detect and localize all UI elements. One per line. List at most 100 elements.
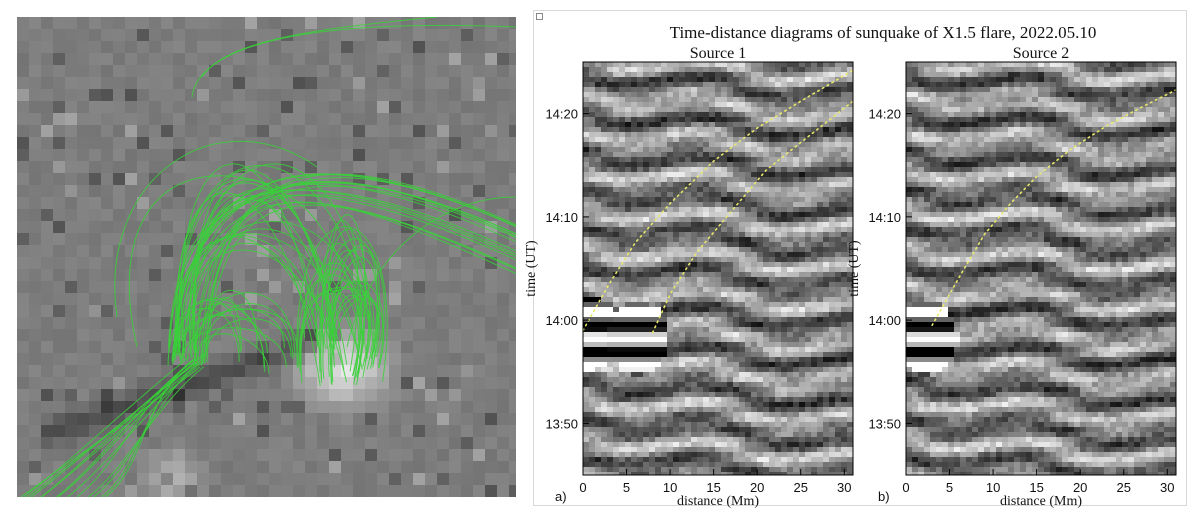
heatmap-cell: [595, 142, 601, 147]
magnetogram-pixel: [497, 113, 509, 125]
heatmap-cell: [793, 312, 799, 317]
heatmap-cell: [829, 342, 835, 347]
magnetogram-pixel: [509, 209, 516, 221]
heatmap-cell: [721, 147, 727, 152]
heatmap-cell: [667, 397, 673, 402]
heatmap-cell: [835, 147, 841, 152]
heatmap-cell: [655, 112, 661, 117]
heatmap-cell: [637, 87, 643, 92]
heatmap-cell: [733, 207, 739, 212]
heatmap-cell: [739, 202, 745, 207]
heatmap-cell: [661, 372, 667, 377]
heatmap-cell: [805, 282, 811, 287]
magnetogram-pixel: [209, 485, 221, 497]
magnetogram-pixel: [89, 269, 101, 281]
magnetogram-pixel: [293, 101, 305, 113]
magnetogram-pixel: [293, 65, 305, 77]
magnetogram-pixel: [137, 353, 149, 365]
heatmap-cell: [829, 312, 835, 317]
heatmap-cell: [625, 207, 631, 212]
heatmap-cell: [829, 232, 835, 237]
heatmap-cell: [655, 267, 661, 272]
heatmap-cell: [703, 237, 709, 242]
heatmap-cell: [769, 152, 775, 157]
heatmap-cell: [805, 287, 811, 292]
magnetogram-pixel: [17, 365, 29, 377]
magnetogram-pixel: [257, 281, 269, 293]
heatmap-cell: [607, 387, 613, 392]
heatmap-cell: [763, 407, 769, 412]
heatmap-cell: [751, 147, 757, 152]
heatmap-cell: [637, 332, 643, 337]
field-line: [57, 352, 207, 497]
heatmap-cell: [805, 317, 811, 322]
magnetogram-pixel: [377, 305, 389, 317]
magnetogram-pixel: [89, 329, 101, 341]
heatmap-cell: [763, 312, 769, 317]
magnetogram-pixel: [449, 353, 461, 365]
heatmap-cell: [655, 402, 661, 407]
heatmap-cell: [667, 212, 673, 217]
magnetogram-pixel: [257, 89, 269, 101]
heatmap-cell: [787, 212, 793, 217]
heatmap-cell: [637, 377, 643, 382]
magnetogram-pixel: [17, 293, 29, 305]
magnetogram-pixel: [125, 281, 137, 293]
heatmap-cell: [751, 337, 757, 342]
heatmap-cell: [763, 342, 769, 347]
heatmap-cell: [733, 167, 739, 172]
heatmap-cell: [637, 257, 643, 262]
heatmap-cell: [691, 82, 697, 87]
heatmap-cell: [589, 287, 595, 292]
heatmap-cell: [673, 172, 679, 177]
magnetogram-pixel: [137, 245, 149, 257]
magnetogram-pixel: [473, 449, 485, 461]
heatmap-cell: [823, 287, 829, 292]
heatmap-cell: [637, 252, 643, 257]
heatmap-cell: [643, 277, 649, 282]
magnetogram-pixel: [257, 377, 269, 389]
magnetogram-pixel: [17, 305, 29, 317]
heatmap-cell: [685, 212, 691, 217]
heatmap-cell: [595, 122, 601, 127]
heatmap-cell: [745, 112, 751, 117]
magnetogram-pixel: [485, 101, 497, 113]
magnetogram-pixel: [497, 77, 509, 89]
heatmap-cell: [841, 167, 847, 172]
heatmap-cell: [769, 187, 775, 192]
heatmap-cell: [613, 292, 619, 297]
magnetogram-pixel: [461, 317, 473, 329]
heatmap-cell: [721, 372, 727, 377]
heatmap-cell: [613, 197, 619, 202]
heatmap-cell: [673, 287, 679, 292]
heatmap-cell: [721, 232, 727, 237]
heatmap-cell: [727, 67, 733, 72]
magnetogram-pixel: [353, 161, 365, 173]
heatmap-cell: [685, 187, 691, 192]
magnetogram-pixel: [377, 413, 389, 425]
magnetogram-pixel: [161, 461, 173, 473]
heatmap-cell: [829, 407, 835, 412]
magnetogram-pixel: [269, 353, 281, 365]
heatmap-cell: [697, 102, 703, 107]
magnetogram-pixel: [341, 149, 353, 161]
heatmap-cell: [607, 62, 613, 67]
magnetogram-pixel: [401, 53, 413, 65]
magnetogram-pixel: [101, 173, 113, 185]
heatmap-cell: [787, 257, 793, 262]
heatmap-cell: [601, 97, 607, 102]
heatmap-cell: [763, 112, 769, 117]
heatmap-cell: [625, 72, 631, 77]
magnetogram-pixel: [509, 293, 516, 305]
heatmap-cell: [823, 172, 829, 177]
heatmap-cell: [583, 217, 589, 222]
magnetogram-pixel: [293, 221, 305, 233]
heatmap-cell: [673, 242, 679, 247]
heatmap-cell: [673, 272, 679, 277]
heatmap-cell: [601, 177, 607, 182]
heatmap-cell: [679, 197, 685, 202]
heatmap-cell: [847, 92, 853, 97]
heatmap-cell: [583, 267, 589, 272]
heatmap-cell: [595, 337, 601, 342]
heatmap-cell: [847, 377, 853, 382]
